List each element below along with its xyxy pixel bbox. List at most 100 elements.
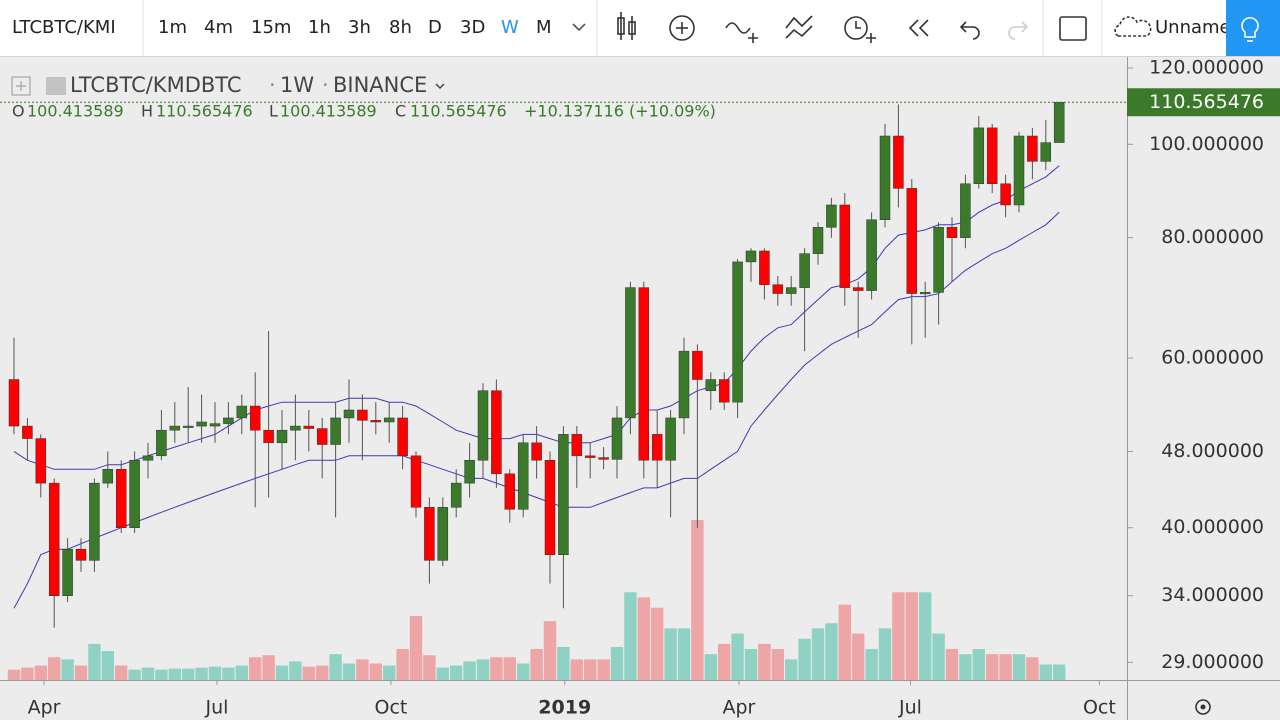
candle-body <box>223 417 234 424</box>
layout-name[interactable]: Unname <box>1155 17 1231 38</box>
candle-body <box>397 417 408 457</box>
interval-button[interactable]: 15m <box>251 17 291 38</box>
candle-body <box>812 227 824 254</box>
candle-body <box>866 219 877 291</box>
y-tick-label: 120.000000 <box>1149 56 1264 78</box>
volume-bar <box>423 655 436 680</box>
volume-bar <box>369 663 383 680</box>
candle-body <box>156 429 167 457</box>
interval-button[interactable]: 8h <box>389 17 412 38</box>
chart-type-button[interactable] <box>617 12 636 40</box>
lightbulb-icon <box>1241 17 1259 42</box>
candle-body <box>182 425 194 428</box>
candle-body <box>169 425 181 431</box>
collapse-icon <box>16 81 26 91</box>
volume-bar <box>34 665 48 680</box>
candle-body <box>424 507 435 561</box>
candle-body <box>531 442 542 461</box>
candle-body <box>48 482 60 596</box>
volume-bar <box>450 665 463 680</box>
volume-bar <box>436 667 450 680</box>
interval-button[interactable]: 4m <box>204 17 233 38</box>
candle-body <box>692 350 703 380</box>
candle-body <box>759 250 770 285</box>
candle-body <box>785 287 797 294</box>
candle-body <box>142 455 154 461</box>
collapse-button[interactable] <box>11 76 31 96</box>
candle-body <box>946 227 958 238</box>
volume-bar <box>476 659 490 680</box>
volume-bar <box>195 667 208 680</box>
volume-bar <box>865 649 878 680</box>
legend-label: O <box>12 102 25 121</box>
candle-body <box>437 507 449 561</box>
candle-body <box>209 423 221 427</box>
interval-button[interactable]: D <box>428 17 442 38</box>
candle-body <box>558 434 569 555</box>
redo-button[interactable] <box>1008 21 1029 40</box>
volume-bar <box>798 638 811 680</box>
volume-bar <box>811 628 825 680</box>
candle-body <box>960 183 971 238</box>
candle-body <box>236 405 248 419</box>
interval-dropdown[interactable] <box>572 23 586 32</box>
undo-button[interactable] <box>959 21 980 40</box>
candle-body <box>571 434 583 457</box>
volume-bar <box>557 646 570 680</box>
candle-body <box>799 253 810 288</box>
fullscreen-button[interactable] <box>1059 16 1087 41</box>
y-tick-label: 80.000000 <box>1161 226 1264 248</box>
candle-body <box>290 425 301 431</box>
x-tick-label: 2019 <box>538 697 591 719</box>
volume-bar <box>342 663 356 680</box>
volume-bar <box>530 649 543 680</box>
interval-button[interactable]: 3D <box>460 17 485 38</box>
candle-body <box>919 292 931 295</box>
candle-body <box>276 429 288 444</box>
y-tick-label: 100.000000 <box>1149 133 1264 155</box>
interval-button[interactable]: 1m <box>158 17 187 38</box>
candle-body <box>8 379 20 427</box>
toolbar-icons <box>617 12 1152 43</box>
alert-button[interactable] <box>844 16 876 43</box>
candle-body <box>705 379 717 391</box>
volume-bar <box>235 665 249 680</box>
volume-bar <box>7 669 21 680</box>
candle-body <box>196 421 207 427</box>
legend-label: H <box>141 102 153 121</box>
volume-bar <box>101 651 115 680</box>
x-tick-label: Jul <box>205 697 229 719</box>
candle-body <box>115 469 127 528</box>
x-tick-label: Apr <box>28 697 61 719</box>
settings-button[interactable] <box>1195 699 1211 715</box>
volume-bar <box>838 604 851 680</box>
y-tick-label: 48.000000 <box>1161 440 1264 462</box>
volume-bar <box>48 657 61 680</box>
interval-button[interactable]: 3h <box>348 17 371 38</box>
candle-body <box>35 438 47 484</box>
volume-bar <box>985 654 999 680</box>
header-dropdown[interactable] <box>435 83 445 90</box>
candle-body <box>826 204 837 228</box>
ideas-button[interactable] <box>1226 0 1280 56</box>
volume-bar <box>316 665 329 680</box>
symbol-search[interactable]: LTCBTC/KMI <box>12 17 116 38</box>
candle-body <box>343 409 355 419</box>
indicators-button[interactable] <box>669 15 695 41</box>
volume-bar <box>664 628 677 680</box>
toolbar <box>0 0 1280 56</box>
interval-button[interactable]: 1h <box>308 17 331 38</box>
moving-average-line <box>13 211 1060 609</box>
candle-body <box>1053 102 1065 143</box>
volume-bar <box>570 659 583 680</box>
compare-button[interactable] <box>725 22 758 43</box>
candle-body <box>410 455 422 508</box>
templates-button[interactable] <box>785 15 813 39</box>
candle-body <box>665 417 676 461</box>
volume-bar <box>115 665 128 680</box>
replay-button[interactable] <box>908 19 929 37</box>
interval-button[interactable]: W <box>501 17 519 38</box>
interval-button[interactable]: M <box>536 17 552 38</box>
volume-bar <box>74 665 88 680</box>
y-tick-label: 40.000000 <box>1161 516 1264 538</box>
